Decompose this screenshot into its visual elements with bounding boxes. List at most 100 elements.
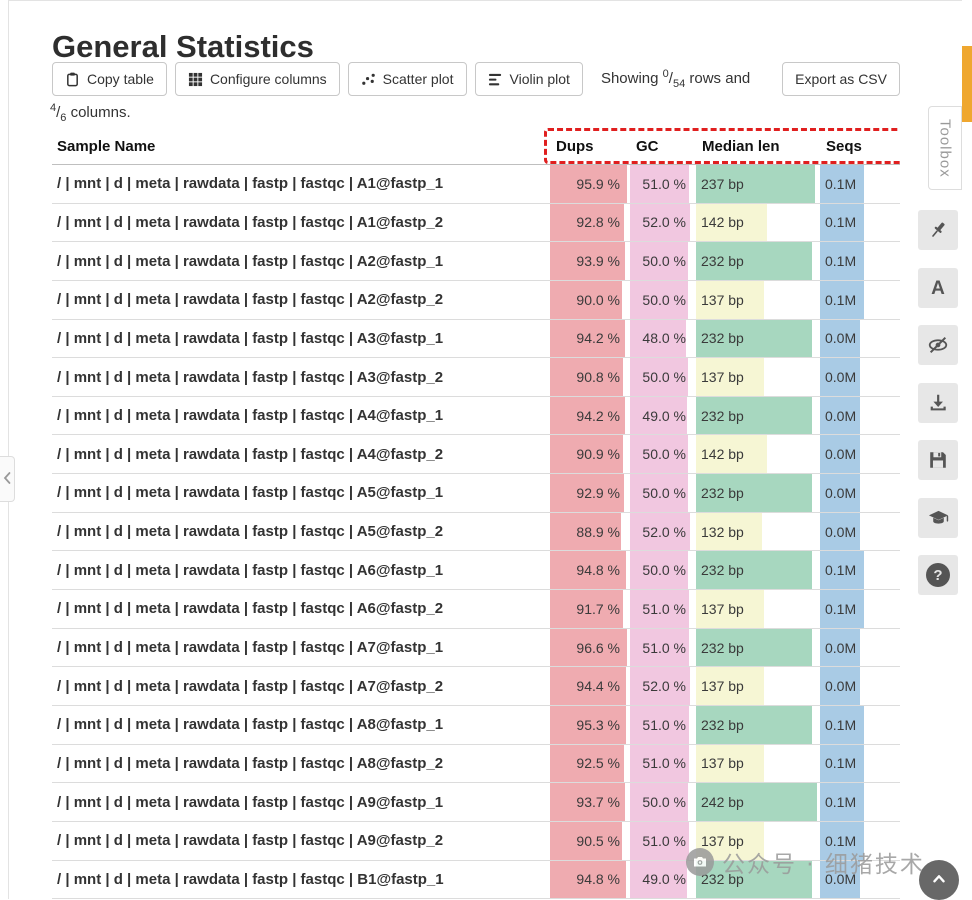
seqs-header[interactable]: Seqs xyxy=(826,137,862,155)
dups-value: 93.7 % xyxy=(576,794,620,811)
violin-plot-button[interactable]: Violin plot xyxy=(474,62,583,96)
dups-bar xyxy=(550,165,627,203)
top-border xyxy=(8,0,962,1)
median-value: 242 bp xyxy=(701,794,744,811)
left-border xyxy=(8,0,9,899)
seqs-bar xyxy=(820,319,860,358)
export-plots-button[interactable] xyxy=(918,383,958,423)
dups-cell: 96.6 % xyxy=(550,628,630,667)
seqs-value: 0.1M xyxy=(825,600,857,617)
median-bar xyxy=(696,628,812,667)
median-value: 232 bp xyxy=(701,871,744,888)
seqs-value: 0.1M xyxy=(825,253,857,270)
table-row: / | mnt | d | meta | rawdata | fastp | f… xyxy=(52,551,900,591)
median-cell: 237 bp xyxy=(696,165,820,203)
seqs-cell: 0.1M xyxy=(820,242,900,280)
gc-cell: 51.0 % xyxy=(630,821,696,860)
page-title: General Statistics xyxy=(52,28,314,64)
seqs-value: 0.1M xyxy=(825,291,857,308)
gc-value: 51.0 % xyxy=(642,175,686,192)
median-cell: 137 bp xyxy=(696,590,820,628)
gc-bar xyxy=(630,435,688,474)
gc-bar xyxy=(630,628,690,667)
gc-bar xyxy=(630,242,688,280)
highlight-pin-button[interactable] xyxy=(918,210,958,250)
fraction-separator: / xyxy=(668,70,673,87)
median-len-header[interactable]: Median len xyxy=(702,137,780,155)
seqs-value: 0.0M xyxy=(825,523,857,540)
graduation-cap-icon xyxy=(927,507,950,530)
sample-name: / | mnt | d | meta | rawdata | fastp | f… xyxy=(57,329,444,347)
dups-value: 90.5 % xyxy=(576,832,620,849)
gc-value: 52.0 % xyxy=(642,523,686,540)
dups-cell: 92.9 % xyxy=(550,474,630,512)
seqs-bar xyxy=(820,203,865,242)
median-bar xyxy=(696,512,762,551)
gc-cell: 52.0 % xyxy=(630,512,696,551)
dups-bar xyxy=(550,396,626,435)
dups-bar xyxy=(550,821,623,860)
export-csv-button[interactable]: Export as CSV xyxy=(782,62,900,96)
median-cell: 137 bp xyxy=(696,744,820,783)
median-bar xyxy=(696,319,812,358)
sample-name: / | mnt | d | meta | rawdata | fastp | f… xyxy=(57,793,444,811)
gc-header[interactable]: GC xyxy=(636,137,659,155)
dups-cell: 88.9 % xyxy=(550,512,630,551)
median-value: 142 bp xyxy=(701,446,744,463)
median-value: 232 bp xyxy=(701,562,744,579)
hide-samples-button[interactable] xyxy=(918,325,958,365)
scroll-to-top-button[interactable] xyxy=(919,860,959,900)
median-bar xyxy=(696,358,765,396)
seqs-cell: 0.1M xyxy=(820,821,900,860)
gc-cell: 51.0 % xyxy=(630,744,696,783)
median-bar xyxy=(696,242,812,280)
citation-button[interactable] xyxy=(918,498,958,538)
table-row: / | mnt | d | meta | rawdata | fastp | f… xyxy=(52,435,900,475)
gc-cell: 52.0 % xyxy=(630,667,696,705)
median-cell: 232 bp xyxy=(696,319,820,358)
median-cell: 232 bp xyxy=(696,860,820,899)
dups-bar xyxy=(550,744,624,783)
gc-cell: 50.0 % xyxy=(630,551,696,590)
seqs-cell: 0.1M xyxy=(820,165,900,203)
scrollbar-thumb[interactable] xyxy=(962,46,972,122)
gc-bar xyxy=(630,821,690,860)
violin-icon xyxy=(488,72,503,87)
median-value: 137 bp xyxy=(701,600,744,617)
gc-bar xyxy=(630,744,690,783)
table-row: / | mnt | d | meta | rawdata | fastp | f… xyxy=(52,280,900,320)
copy-table-button[interactable]: Copy table xyxy=(52,62,167,96)
seqs-bar xyxy=(820,474,860,512)
median-cell: 132 bp xyxy=(696,512,820,551)
table-row: / | mnt | d | meta | rawdata | fastp | f… xyxy=(52,860,900,899)
sample-name: / | mnt | d | meta | rawdata | fastp | f… xyxy=(57,291,444,309)
sample-name: / | mnt | d | meta | rawdata | fastp | f… xyxy=(57,600,444,618)
sample-name: / | mnt | d | meta | rawdata | fastp | f… xyxy=(57,368,444,386)
dups-cell: 94.8 % xyxy=(550,860,630,899)
question-icon: ? xyxy=(926,563,950,587)
gc-bar xyxy=(630,705,690,744)
save-settings-button[interactable] xyxy=(918,440,958,480)
dups-bar xyxy=(550,860,626,899)
dups-header[interactable]: Dups xyxy=(556,137,594,155)
seqs-value: 0.0M xyxy=(825,446,857,463)
rename-samples-button[interactable]: A xyxy=(918,268,958,308)
rows-shown-text: Showing 0/54 rows and xyxy=(601,68,750,90)
sample-name-header[interactable]: Sample Name xyxy=(57,137,156,155)
toolbox-tab[interactable]: Toolbox xyxy=(928,106,962,190)
collapse-panel-tab[interactable] xyxy=(0,456,15,502)
help-button[interactable]: ? xyxy=(918,555,958,595)
seqs-cell: 0.1M xyxy=(820,203,900,242)
gc-cell: 51.0 % xyxy=(630,165,696,203)
scatter-plot-button[interactable]: Scatter plot xyxy=(347,62,467,96)
seqs-bar xyxy=(820,705,865,744)
sample-name: / | mnt | d | meta | rawdata | fastp | f… xyxy=(57,561,444,579)
configure-columns-button[interactable]: Configure columns xyxy=(174,62,340,96)
gc-cell: 50.0 % xyxy=(630,358,696,396)
dups-cell: 93.7 % xyxy=(550,783,630,821)
question-glyph: ? xyxy=(933,566,943,584)
median-bar xyxy=(696,474,812,512)
median-cell: 137 bp xyxy=(696,358,820,396)
download-icon xyxy=(927,392,949,414)
table-row: / | mnt | d | meta | rawdata | fastp | f… xyxy=(52,590,900,629)
